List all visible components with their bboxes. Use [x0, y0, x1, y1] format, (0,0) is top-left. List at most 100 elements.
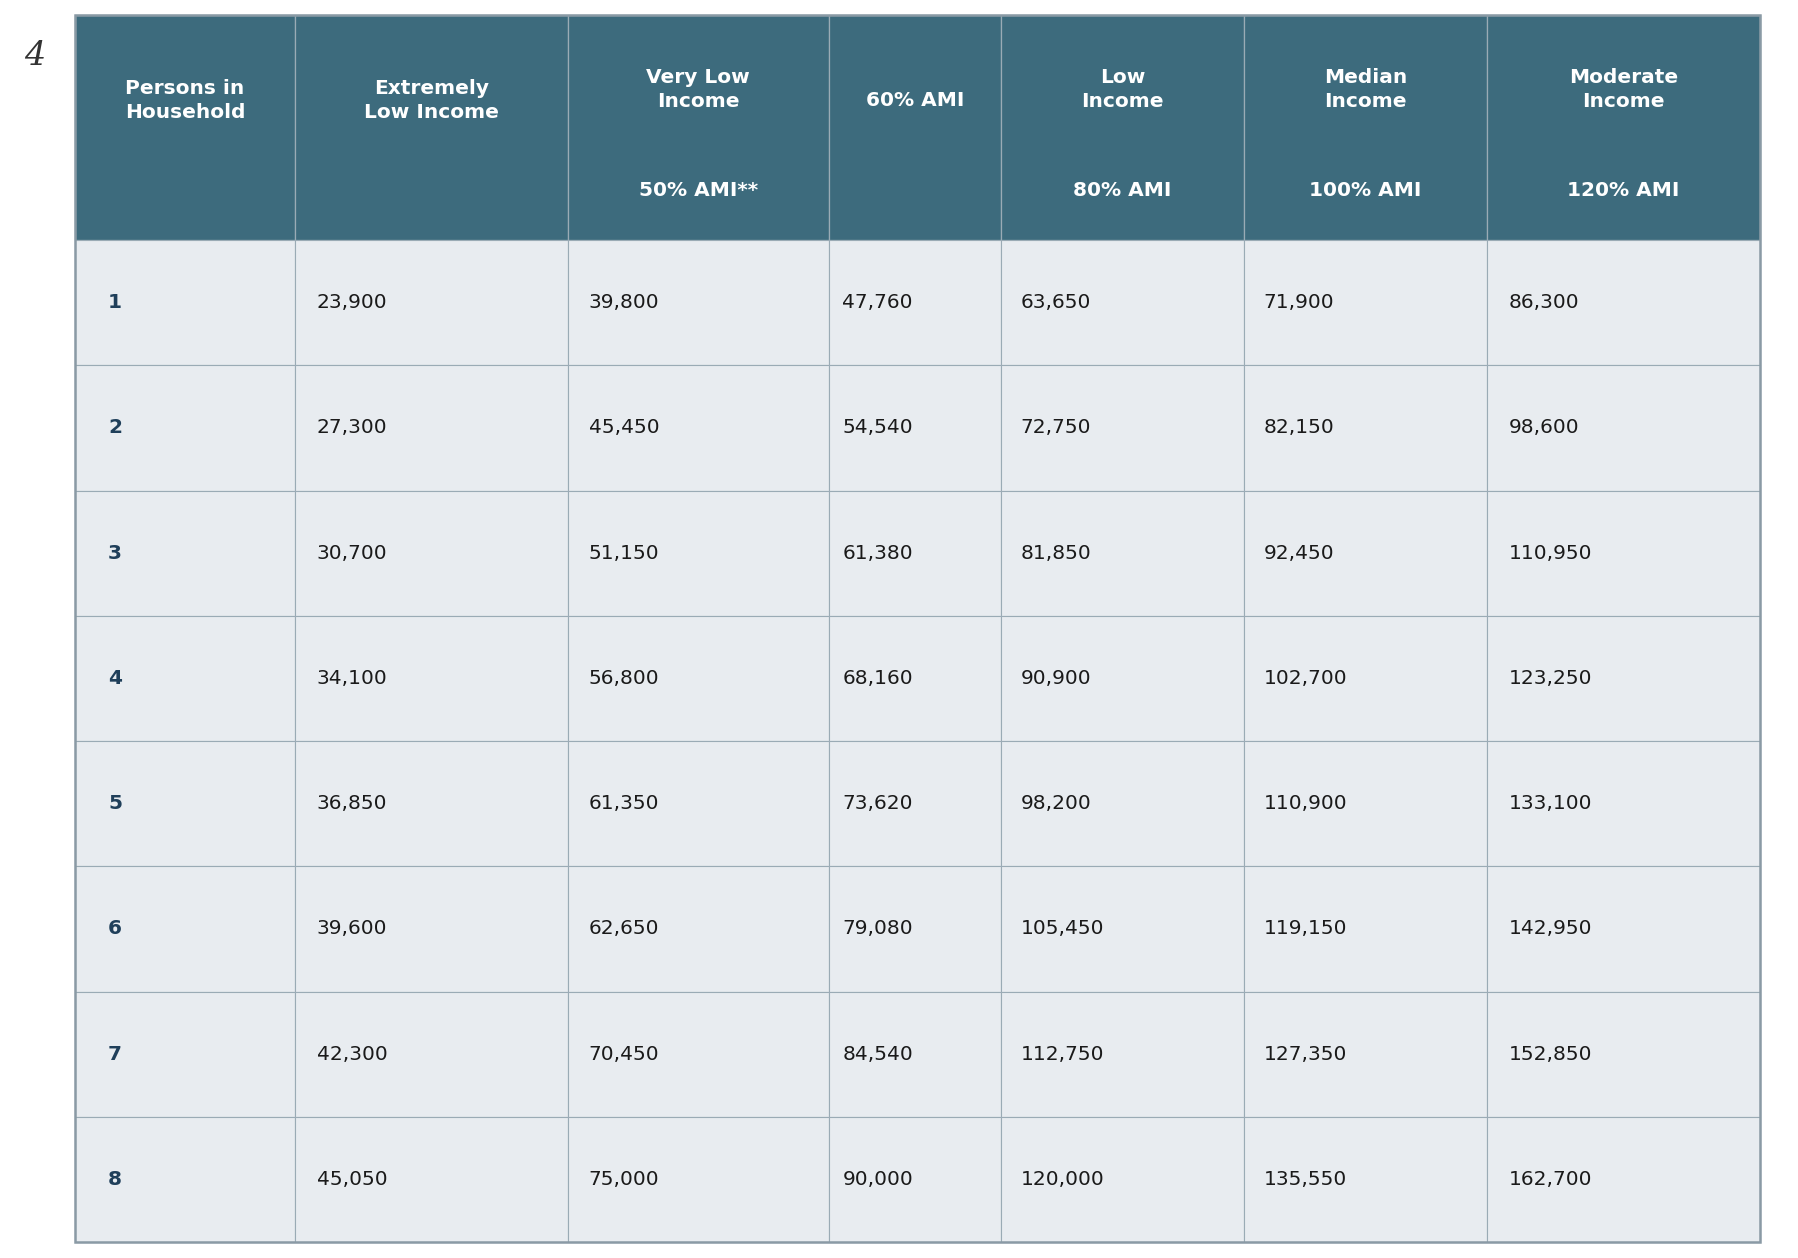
Text: 27,300: 27,300 — [316, 419, 388, 438]
Bar — [76, 867, 295, 991]
Text: 75,000: 75,000 — [590, 1170, 660, 1189]
Bar — [568, 240, 829, 365]
Bar — [568, 615, 829, 741]
Bar — [295, 491, 568, 615]
Bar — [568, 867, 829, 991]
Bar — [1001, 240, 1244, 365]
Bar — [1487, 741, 1760, 867]
Text: 1: 1 — [108, 293, 122, 312]
Text: 5: 5 — [108, 794, 122, 813]
Bar — [1487, 365, 1760, 491]
Text: 36,850: 36,850 — [316, 794, 387, 813]
Bar — [829, 365, 1001, 491]
Text: 98,600: 98,600 — [1509, 419, 1580, 438]
Text: 62,650: 62,650 — [590, 920, 660, 938]
Text: Low
Income: Low Income — [1081, 68, 1163, 111]
Text: 127,350: 127,350 — [1264, 1044, 1347, 1063]
Text: Median
Income: Median Income — [1323, 68, 1408, 111]
Text: 92,450: 92,450 — [1264, 543, 1334, 562]
Bar — [1244, 991, 1487, 1117]
Bar — [829, 240, 1001, 365]
Text: 54,540: 54,540 — [843, 419, 913, 438]
Text: 34,100: 34,100 — [316, 669, 388, 688]
Text: 120% AMI: 120% AMI — [1568, 181, 1679, 200]
Text: 162,700: 162,700 — [1509, 1170, 1593, 1189]
Text: 61,350: 61,350 — [590, 794, 660, 813]
Bar — [829, 491, 1001, 615]
Text: 102,700: 102,700 — [1264, 669, 1347, 688]
Text: 110,950: 110,950 — [1509, 543, 1593, 562]
Text: 71,900: 71,900 — [1264, 293, 1334, 312]
Text: 84,540: 84,540 — [843, 1044, 913, 1063]
Text: 70,450: 70,450 — [590, 1044, 660, 1063]
Text: 60% AMI: 60% AMI — [865, 91, 964, 109]
Text: 61,380: 61,380 — [843, 543, 913, 562]
Text: 142,950: 142,950 — [1509, 920, 1593, 938]
Text: 23,900: 23,900 — [316, 293, 388, 312]
Bar — [1244, 491, 1487, 615]
Bar — [1001, 491, 1244, 615]
Text: 90,000: 90,000 — [843, 1170, 913, 1189]
Bar — [1244, 867, 1487, 991]
Bar — [76, 1117, 295, 1242]
Text: 110,900: 110,900 — [1264, 794, 1347, 813]
Text: 135,550: 135,550 — [1264, 1170, 1347, 1189]
Text: 2: 2 — [108, 419, 122, 438]
Bar — [1244, 365, 1487, 491]
Text: Extremely
Low Income: Extremely Low Income — [365, 79, 500, 122]
Text: 63,650: 63,650 — [1021, 293, 1091, 312]
Bar — [295, 867, 568, 991]
Text: 82,150: 82,150 — [1264, 419, 1334, 438]
Text: 90,900: 90,900 — [1021, 669, 1091, 688]
Text: Persons in
Household: Persons in Household — [124, 79, 245, 122]
Bar — [1001, 365, 1244, 491]
Text: 4: 4 — [108, 669, 122, 688]
Bar — [1244, 240, 1487, 365]
Text: 152,850: 152,850 — [1509, 1044, 1593, 1063]
Bar — [1487, 867, 1760, 991]
Bar — [76, 240, 295, 365]
Bar — [295, 991, 568, 1117]
Bar — [1487, 491, 1760, 615]
Bar — [1001, 1117, 1244, 1242]
Text: 8: 8 — [108, 1170, 122, 1189]
Bar — [1244, 1117, 1487, 1242]
Text: 81,850: 81,850 — [1021, 543, 1091, 562]
Text: 39,800: 39,800 — [590, 293, 660, 312]
Text: 105,450: 105,450 — [1021, 920, 1104, 938]
Text: 133,100: 133,100 — [1509, 794, 1593, 813]
Bar — [295, 615, 568, 741]
Text: 80% AMI: 80% AMI — [1073, 181, 1172, 200]
Text: 73,620: 73,620 — [843, 794, 913, 813]
Text: 123,250: 123,250 — [1509, 669, 1593, 688]
Text: 119,150: 119,150 — [1264, 920, 1347, 938]
Bar — [295, 741, 568, 867]
Bar — [1487, 615, 1760, 741]
Text: Very Low
Income: Very Low Income — [647, 68, 750, 111]
Bar — [1244, 741, 1487, 867]
Bar — [829, 867, 1001, 991]
Text: 47,760: 47,760 — [843, 293, 913, 312]
Text: 79,080: 79,080 — [843, 920, 913, 938]
Bar — [568, 365, 829, 491]
Text: 51,150: 51,150 — [590, 543, 660, 562]
Text: 50% AMI**: 50% AMI** — [638, 181, 757, 200]
Text: 7: 7 — [108, 1044, 122, 1063]
Bar — [1001, 615, 1244, 741]
Bar — [1244, 15, 1487, 240]
Text: Moderate
Income: Moderate Income — [1570, 68, 1678, 111]
Bar — [76, 365, 295, 491]
Text: 56,800: 56,800 — [590, 669, 660, 688]
Bar — [295, 365, 568, 491]
Bar — [829, 1117, 1001, 1242]
Bar — [1001, 991, 1244, 1117]
Bar — [295, 15, 568, 240]
Bar — [829, 15, 1001, 240]
Text: 86,300: 86,300 — [1509, 293, 1580, 312]
Bar — [568, 15, 829, 240]
Text: 45,050: 45,050 — [316, 1170, 388, 1189]
Bar — [76, 15, 295, 240]
Text: 120,000: 120,000 — [1021, 1170, 1104, 1189]
Bar — [295, 1117, 568, 1242]
Bar — [76, 615, 295, 741]
